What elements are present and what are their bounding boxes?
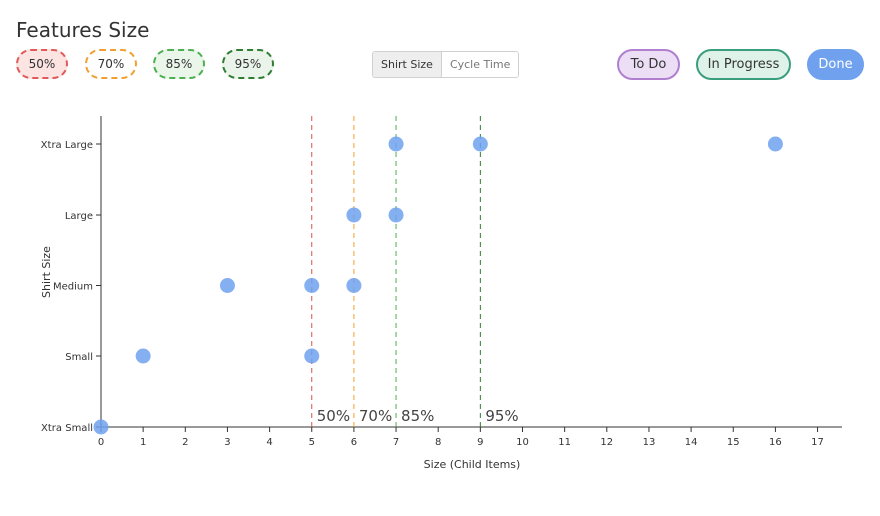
percentile-50-chip[interactable]: 50%: [16, 49, 68, 79]
data-point[interactable]: [388, 207, 404, 223]
percentile-label: 50%: [317, 407, 350, 425]
status-label: In Progress: [707, 57, 780, 72]
x-tick-label: 8: [435, 437, 441, 448]
y-tick-label: Large: [65, 211, 93, 222]
x-tick-label: 4: [266, 437, 272, 448]
x-tick-label: 14: [685, 437, 698, 448]
x-tick-label: 1: [140, 437, 146, 448]
x-tick-label: 13: [643, 437, 656, 448]
y-tick-label: Medium: [53, 282, 93, 293]
y-tick-label: Small: [65, 352, 93, 363]
x-axis-label: Size (Child Items): [424, 458, 521, 471]
percentile-label: 85%: [401, 407, 434, 425]
x-tick-label: 0: [98, 437, 104, 448]
percentile-label: 95%: [485, 407, 518, 425]
x-tick-label: 17: [811, 437, 824, 448]
chip-label: 85%: [165, 57, 193, 71]
x-tick-label: 5: [309, 437, 315, 448]
x-tick-label: 10: [516, 437, 529, 448]
x-tick-label: 3: [224, 437, 230, 448]
chip-label: 95%: [234, 57, 262, 71]
percentile-70-chip[interactable]: 70%: [85, 49, 137, 79]
data-point[interactable]: [93, 419, 109, 435]
x-tick-label: 12: [600, 437, 613, 448]
chip-label: 50%: [28, 57, 56, 71]
y-tick-label: Xtra Large: [41, 140, 93, 151]
x-tick-label: 7: [393, 437, 399, 448]
data-point[interactable]: [472, 136, 488, 152]
status-done-button[interactable]: Done: [807, 49, 864, 80]
y-axis-label: Shirt Size: [40, 246, 53, 298]
percentile-95-chip[interactable]: 95%: [222, 49, 274, 79]
data-point[interactable]: [346, 207, 362, 223]
page-title: Features Size: [16, 18, 150, 42]
data-point[interactable]: [135, 348, 151, 364]
toggle-shirt-size[interactable]: Shirt Size: [373, 52, 442, 77]
x-tick-label: 16: [769, 437, 782, 448]
data-point[interactable]: [219, 278, 235, 293]
data-point[interactable]: [304, 278, 320, 293]
view-toggle: Shirt Size Cycle Time: [372, 51, 520, 78]
x-tick-label: 9: [477, 437, 483, 448]
data-point[interactable]: [304, 348, 320, 364]
status-in-progress-button[interactable]: In Progress: [696, 49, 791, 80]
chip-label: 70%: [97, 57, 125, 71]
percentile-label: 70%: [359, 407, 392, 425]
x-tick-label: 6: [351, 437, 357, 448]
percentile-85-chip[interactable]: 85%: [153, 49, 205, 79]
data-point[interactable]: [767, 136, 783, 152]
x-tick-label: 15: [727, 437, 740, 448]
x-tick-label: 11: [558, 437, 571, 448]
toggle-cycle-time[interactable]: Cycle Time: [441, 52, 519, 77]
data-point[interactable]: [346, 278, 362, 293]
x-tick-label: 2: [182, 437, 188, 448]
status-todo-button[interactable]: To Do: [617, 49, 680, 80]
status-label: Done: [818, 57, 853, 72]
y-tick-label: Xtra Small: [41, 423, 93, 434]
status-label: To Do: [630, 57, 667, 72]
data-point[interactable]: [388, 136, 404, 152]
